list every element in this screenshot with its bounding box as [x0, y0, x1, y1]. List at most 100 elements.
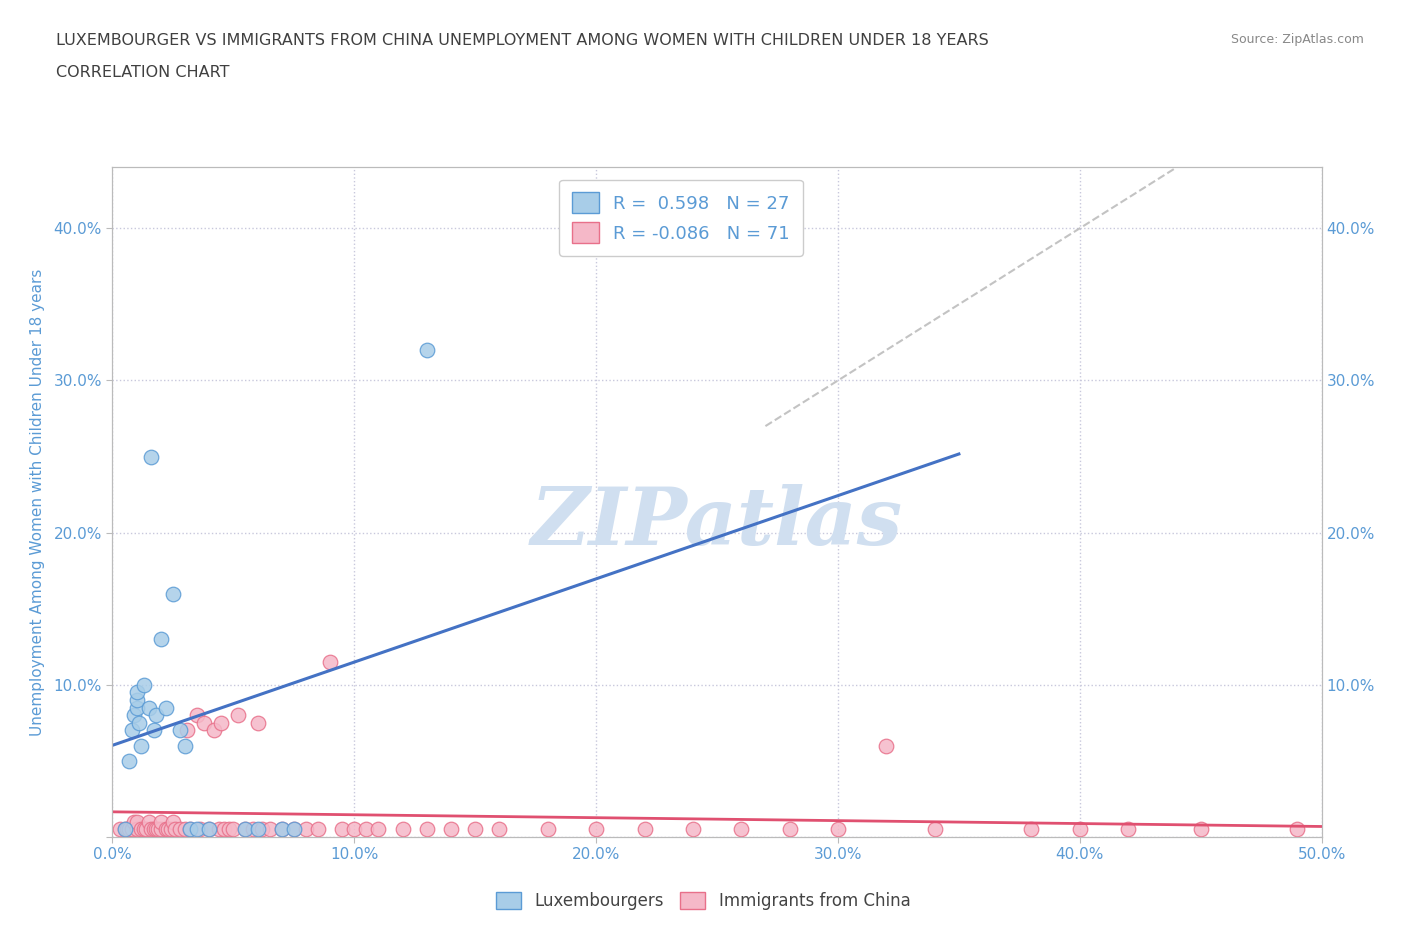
Point	[174, 738, 197, 753]
Point	[209, 715, 232, 730]
Point	[1286, 822, 1309, 837]
Point	[121, 822, 143, 837]
Point	[125, 693, 148, 708]
Point	[218, 822, 240, 837]
Point	[283, 822, 305, 837]
Point	[188, 822, 211, 837]
Point	[114, 822, 136, 837]
Point	[537, 822, 560, 837]
Point	[118, 753, 141, 768]
Point	[924, 822, 946, 837]
Point	[176, 723, 198, 737]
Point	[226, 708, 249, 723]
Point	[131, 822, 153, 837]
Point	[440, 822, 463, 837]
Point	[149, 815, 172, 830]
Point	[135, 822, 157, 837]
Point	[108, 822, 131, 837]
Point	[222, 822, 245, 837]
Y-axis label: Unemployment Among Women with Children Under 18 years: Unemployment Among Women with Children U…	[31, 269, 45, 736]
Point	[128, 715, 150, 730]
Point	[416, 822, 439, 837]
Point	[235, 822, 257, 837]
Point	[416, 342, 439, 357]
Point	[157, 822, 180, 837]
Point	[875, 738, 897, 753]
Point	[464, 822, 486, 837]
Point	[208, 822, 231, 837]
Point	[319, 655, 342, 670]
Text: ZIPatlas: ZIPatlas	[531, 484, 903, 561]
Point	[585, 822, 607, 837]
Legend: R =  0.598   N = 27, R = -0.086   N = 71: R = 0.598 N = 27, R = -0.086 N = 71	[560, 179, 803, 256]
Point	[779, 822, 801, 837]
Point	[155, 700, 177, 715]
Point	[488, 822, 510, 837]
Point	[125, 822, 148, 837]
Point	[1021, 822, 1043, 837]
Text: Source: ZipAtlas.com: Source: ZipAtlas.com	[1230, 33, 1364, 46]
Point	[270, 822, 292, 837]
Point	[270, 822, 292, 837]
Point	[155, 822, 177, 837]
Point	[1116, 822, 1139, 837]
Point	[148, 822, 170, 837]
Point	[295, 822, 318, 837]
Point	[827, 822, 849, 837]
Point	[391, 822, 413, 837]
Point	[259, 822, 281, 837]
Text: LUXEMBOURGER VS IMMIGRANTS FROM CHINA UNEMPLOYMENT AMONG WOMEN WITH CHILDREN UND: LUXEMBOURGER VS IMMIGRANTS FROM CHINA UN…	[56, 33, 988, 47]
Point	[169, 723, 191, 737]
Point	[367, 822, 389, 837]
Point	[212, 822, 235, 837]
Point	[145, 708, 167, 723]
Point	[193, 715, 215, 730]
Point	[730, 822, 752, 837]
Point	[162, 586, 184, 601]
Point	[235, 822, 257, 837]
Point	[141, 449, 163, 464]
Point	[122, 708, 145, 723]
Point	[186, 708, 208, 723]
Legend: Luxembourgers, Immigrants from China: Luxembourgers, Immigrants from China	[489, 885, 917, 917]
Point	[307, 822, 329, 837]
Point	[131, 738, 153, 753]
Point	[198, 822, 221, 837]
Point	[142, 723, 165, 737]
Point	[141, 822, 163, 837]
Point	[633, 822, 655, 837]
Point	[115, 822, 138, 837]
Point	[246, 715, 269, 730]
Point	[125, 700, 148, 715]
Point	[174, 822, 197, 837]
Point	[118, 822, 141, 837]
Point	[198, 822, 221, 837]
Point	[179, 822, 201, 837]
Point	[242, 822, 264, 837]
Point	[132, 822, 155, 837]
Point	[356, 822, 378, 837]
Point	[283, 822, 305, 837]
Point	[138, 700, 160, 715]
Point	[202, 723, 225, 737]
Point	[149, 631, 172, 646]
Point	[162, 815, 184, 830]
Point	[142, 822, 165, 837]
Point	[330, 822, 353, 837]
Point	[343, 822, 366, 837]
Point	[169, 822, 191, 837]
Point	[165, 822, 187, 837]
Text: CORRELATION CHART: CORRELATION CHART	[56, 65, 229, 80]
Point	[125, 685, 148, 700]
Point	[138, 815, 160, 830]
Point	[186, 822, 208, 837]
Point	[1069, 822, 1091, 837]
Point	[246, 822, 269, 837]
Point	[252, 822, 274, 837]
Point	[159, 822, 181, 837]
Point	[125, 815, 148, 830]
Point	[682, 822, 704, 837]
Point	[145, 822, 167, 837]
Point	[179, 822, 201, 837]
Point	[121, 723, 143, 737]
